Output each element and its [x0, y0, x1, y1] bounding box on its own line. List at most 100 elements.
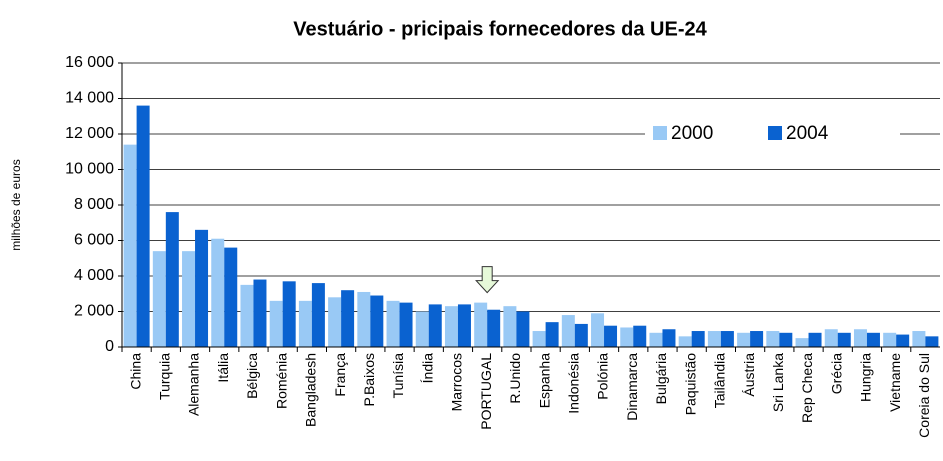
x-tick-label: Índia — [419, 353, 435, 384]
x-tick-label: França — [332, 353, 348, 397]
bar — [311, 283, 325, 347]
x-tick-label: Sri Lanka — [770, 353, 786, 412]
bar — [269, 300, 283, 347]
bar — [591, 313, 605, 347]
bar — [428, 304, 442, 347]
bar — [487, 309, 501, 347]
x-tick-label: Áustria — [741, 353, 757, 397]
bar — [136, 105, 150, 347]
y-tick-label: 16 000 — [65, 54, 114, 71]
bar — [182, 251, 196, 347]
bar — [720, 331, 734, 347]
bar — [691, 331, 705, 347]
bar — [298, 300, 312, 347]
y-tick-label: 2 000 — [74, 303, 114, 320]
legend-label: 2000 — [671, 123, 713, 144]
bar — [224, 247, 238, 347]
bar — [532, 331, 546, 347]
x-tick-label: Turquia — [157, 353, 173, 400]
bar — [620, 327, 634, 347]
bar — [282, 281, 296, 347]
x-tick-label: Roménia — [273, 353, 289, 409]
bar — [341, 290, 355, 347]
bar — [808, 332, 822, 347]
bar — [662, 329, 676, 347]
legend-swatch — [768, 126, 782, 140]
bar — [415, 311, 429, 347]
bar — [545, 322, 559, 347]
y-tick-label: 4 000 — [74, 267, 114, 284]
bar — [561, 315, 575, 347]
bar — [516, 311, 530, 347]
annotation-arrow — [475, 266, 500, 294]
bar — [824, 329, 838, 347]
bar — [896, 334, 910, 347]
x-tick-label: Coreia do Sul — [916, 353, 932, 438]
bar — [750, 331, 764, 347]
bar — [503, 306, 517, 347]
bar — [912, 331, 926, 347]
bar — [633, 325, 647, 347]
bar — [649, 332, 663, 347]
y-tick-label: 12 000 — [65, 125, 114, 142]
bar — [386, 300, 400, 347]
bar — [837, 332, 851, 347]
x-tick-label: Vietname — [887, 353, 903, 412]
bar — [328, 297, 342, 347]
bar — [211, 238, 225, 347]
bar — [766, 331, 780, 347]
x-tick-label: Indonésia — [566, 353, 582, 414]
bar — [779, 332, 793, 347]
x-tick-label: Rep Checa — [799, 353, 815, 423]
bar — [604, 325, 618, 347]
x-tick-label: R.Unido — [507, 353, 523, 404]
bar — [795, 338, 809, 347]
x-tick-label: Marrocos — [449, 353, 465, 411]
bar — [737, 332, 751, 347]
x-tick-label: Tunísia — [390, 353, 406, 399]
bar — [883, 332, 897, 347]
x-tick-label: Bélgica — [244, 353, 260, 399]
y-tick-label: 14 000 — [65, 90, 114, 107]
x-tick-label: Grécia — [828, 353, 844, 394]
bar — [474, 302, 488, 347]
y-tick-label: 8 000 — [74, 196, 114, 213]
bar — [195, 229, 209, 347]
y-tick-label: 6 000 — [74, 232, 114, 249]
bar — [574, 323, 588, 347]
y-tick-label: 10 000 — [65, 161, 114, 178]
x-tick-label: PORTUGAL — [478, 353, 494, 430]
bar — [866, 332, 880, 347]
bar — [399, 302, 413, 347]
bar — [707, 331, 721, 347]
bar — [925, 336, 939, 347]
x-tick-label: Polónia — [595, 353, 611, 400]
x-tick-label: Dinamarca — [624, 353, 640, 421]
x-tick-label: Espanha — [536, 353, 552, 408]
x-tick-label: Bangladesh — [303, 353, 319, 427]
bar — [152, 251, 166, 347]
bar — [853, 329, 867, 347]
bar — [165, 212, 179, 347]
bar — [678, 336, 692, 347]
x-tick-label: Hungria — [858, 353, 874, 402]
bar — [457, 304, 471, 347]
x-tick-label: Tailândia — [712, 353, 728, 408]
x-tick-label: Alemanha — [186, 353, 202, 416]
bar — [370, 295, 384, 347]
chart-title: Vestuário - pricipais fornecedores da UE… — [293, 18, 707, 40]
bar — [253, 279, 267, 347]
y-axis-label: milhões de euros — [9, 159, 23, 250]
bar — [357, 291, 371, 347]
bar — [240, 284, 254, 347]
x-tick-label: Paquistão — [682, 353, 698, 415]
y-tick-label: 0 — [105, 338, 114, 355]
x-tick-label: Itália — [215, 353, 231, 383]
x-tick-label: China — [127, 353, 143, 390]
x-tick-label: P.Baixos — [361, 353, 377, 406]
bar — [123, 144, 137, 347]
legend-swatch — [653, 126, 667, 140]
x-tick-label: Bulgária — [653, 353, 669, 405]
legend-label: 2004 — [786, 123, 829, 144]
